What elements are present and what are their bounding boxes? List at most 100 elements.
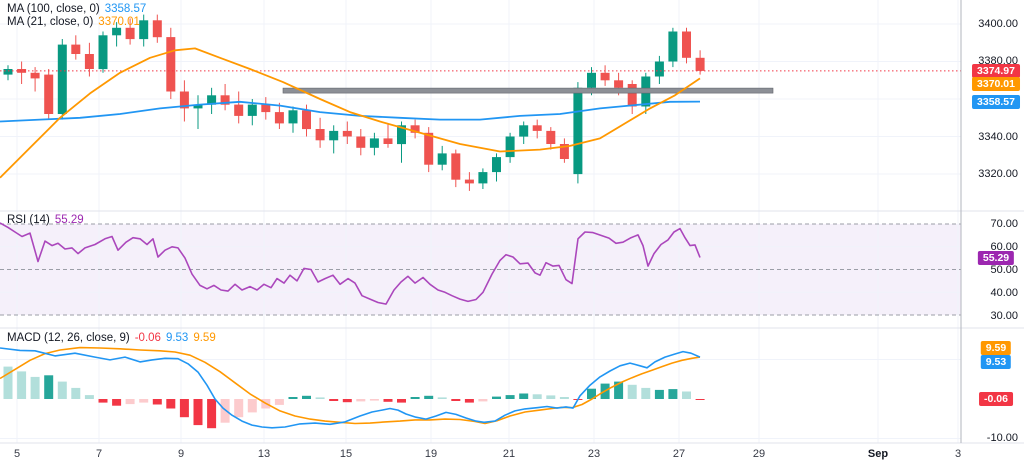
candle-body bbox=[139, 20, 149, 40]
candle-body bbox=[112, 27, 122, 36]
rsi-band bbox=[0, 224, 961, 315]
macd-hist-bar bbox=[288, 397, 298, 399]
ma21-legend-value: 3370.01 bbox=[98, 16, 140, 28]
candle-body bbox=[478, 172, 488, 184]
candle-body bbox=[329, 130, 339, 141]
macd-hist-bar bbox=[682, 391, 691, 399]
macd-hist-bar bbox=[125, 399, 135, 405]
candle-body bbox=[274, 112, 284, 124]
candle-body bbox=[261, 104, 271, 113]
macd-hist-bar bbox=[30, 376, 40, 399]
macd-hist-bar bbox=[356, 399, 366, 402]
candle-body bbox=[519, 125, 529, 137]
macd-hist-bar bbox=[369, 399, 379, 401]
candle-body bbox=[505, 136, 515, 158]
macd-legend[interactable]: MACD (12, 26, close, 9) -0.06 9.53 9.59 bbox=[7, 332, 216, 344]
macd-hist-bar bbox=[424, 395, 434, 399]
candle-body bbox=[682, 31, 691, 58]
rsi-legend-value: 55.29 bbox=[54, 214, 84, 226]
candle-body bbox=[98, 35, 108, 70]
candle-body bbox=[84, 54, 94, 69]
candle-body bbox=[193, 104, 203, 109]
macd-hist-bar bbox=[451, 399, 461, 401]
resistance-line[interactable] bbox=[282, 87, 774, 94]
candle-body bbox=[424, 132, 434, 165]
macd-hist-bar bbox=[329, 399, 339, 401]
candle-body bbox=[559, 144, 569, 159]
candle-body bbox=[179, 91, 189, 109]
macd-signal-line bbox=[0, 346, 701, 425]
macd-hist-bar bbox=[397, 399, 406, 403]
candle-body bbox=[492, 157, 501, 173]
macd-hist-bar bbox=[654, 389, 664, 399]
macd-line-value: 9.53 bbox=[165, 332, 189, 344]
macd-hist-bar bbox=[342, 399, 352, 403]
macd-hist-bar bbox=[464, 399, 474, 403]
candle-body bbox=[125, 27, 135, 40]
candle-body bbox=[356, 136, 366, 148]
macd-hist-bar bbox=[532, 394, 542, 399]
candle-body bbox=[437, 153, 447, 165]
ma21-line bbox=[0, 47, 701, 179]
candle-body bbox=[369, 138, 379, 148]
macd-hist-bar bbox=[478, 399, 488, 402]
macd-hist-bar bbox=[641, 387, 651, 399]
macd-hist-bar bbox=[587, 388, 596, 399]
macd-hist-bar bbox=[166, 399, 176, 409]
rsi-line bbox=[0, 222, 701, 305]
macd-hist-bar bbox=[492, 396, 501, 399]
macd-hist-bar bbox=[17, 371, 27, 399]
rsi-legend-label: RSI (14) bbox=[7, 214, 50, 226]
macd-hist-bar bbox=[519, 393, 529, 399]
candle-body bbox=[668, 31, 678, 62]
macd-hist-bar bbox=[437, 397, 447, 399]
macd-line bbox=[0, 347, 701, 429]
rsi-legend[interactable]: RSI (14) 55.29 bbox=[7, 214, 84, 226]
macd-hist-bar bbox=[559, 397, 569, 399]
candle-body bbox=[410, 125, 420, 133]
candle-body bbox=[302, 110, 311, 130]
macd-hist-bar bbox=[234, 399, 244, 418]
macd-hist-bar bbox=[668, 389, 678, 399]
candle-body bbox=[342, 130, 352, 137]
ma21-legend[interactable]: MA (21, close, 0) 3370.01 bbox=[7, 16, 140, 28]
ma100-legend-label: MA (100, close, 0) bbox=[7, 3, 100, 15]
candle-body bbox=[3, 69, 13, 75]
candle-body bbox=[383, 138, 393, 144]
macd-hist-bar bbox=[112, 399, 122, 406]
macd-hist-bar bbox=[247, 399, 257, 413]
candle-body bbox=[573, 87, 583, 175]
ma100-legend-value: 3358.57 bbox=[104, 3, 147, 15]
macd-hist-bar bbox=[695, 399, 705, 400]
candle-body bbox=[315, 129, 325, 141]
candle-body bbox=[451, 153, 461, 180]
macd-hist-bar bbox=[410, 397, 420, 399]
macd-hist-bar bbox=[152, 399, 162, 405]
macd-hist-bar bbox=[627, 384, 637, 399]
macd-hist-bar bbox=[193, 399, 203, 426]
candle-body bbox=[546, 130, 556, 144]
candle-body bbox=[587, 72, 596, 88]
ma100-legend[interactable]: MA (100, close, 0) 3358.57 bbox=[7, 3, 146, 15]
macd-hist-bar bbox=[44, 375, 54, 399]
macd-legend-label: MACD (12, 26, close, 9) bbox=[7, 332, 130, 344]
macd-hist-bar bbox=[98, 399, 108, 403]
macd-hist-bar bbox=[84, 395, 94, 399]
candle-body bbox=[288, 110, 298, 124]
candle-body bbox=[654, 61, 664, 77]
macd-hist-bar bbox=[71, 387, 81, 399]
macd-hist-bar bbox=[207, 399, 217, 429]
candle-body bbox=[71, 44, 81, 54]
macd-hist-bar bbox=[179, 399, 189, 418]
macd-hist-bar bbox=[274, 399, 284, 405]
candle-body bbox=[152, 20, 162, 38]
macd-hist-bar bbox=[139, 399, 149, 403]
candle-body bbox=[207, 95, 217, 105]
macd-hist-bar bbox=[505, 395, 515, 399]
candle-body bbox=[30, 72, 40, 79]
candle-body bbox=[234, 104, 244, 116]
macd-hist-value: -0.06 bbox=[134, 332, 161, 344]
macd-signal-value: 9.59 bbox=[193, 332, 216, 344]
